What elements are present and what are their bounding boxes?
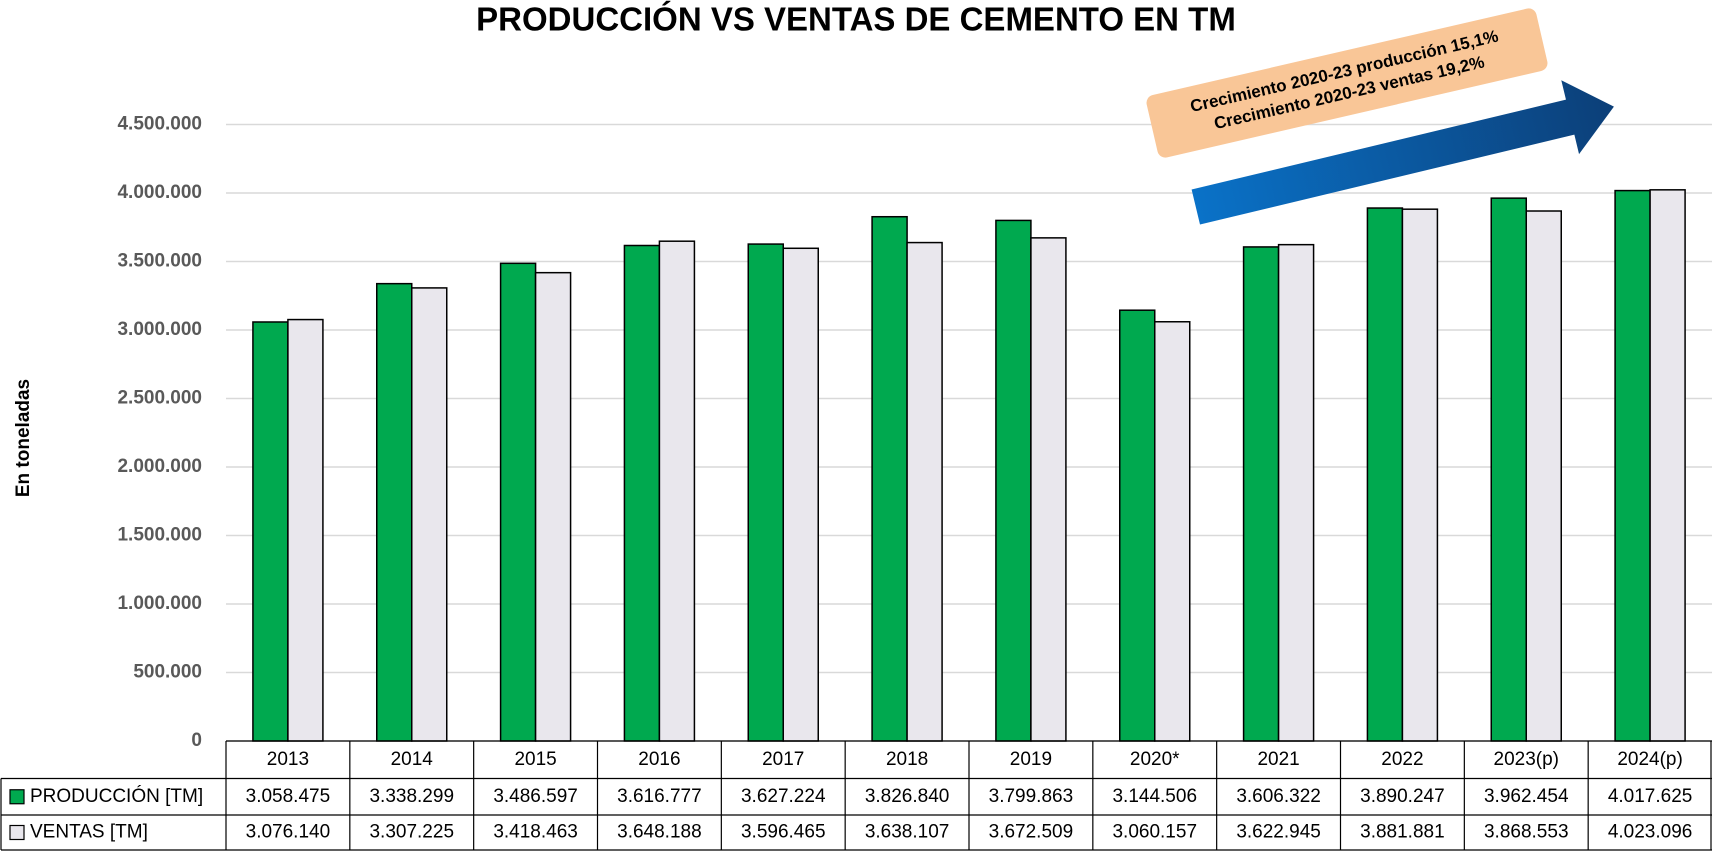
table-value: 3.596.465 <box>741 822 826 843</box>
table-value: 3.648.188 <box>617 822 702 843</box>
bar <box>1277 243 1315 742</box>
bar <box>1119 309 1156 742</box>
legend-label: VENTAS [TM] <box>30 822 148 843</box>
x-tick-label: 2016 <box>638 749 680 770</box>
table-value: 3.799.863 <box>989 786 1074 807</box>
x-tick-label: 2022 <box>1381 749 1423 770</box>
table-value: 3.307.225 <box>369 822 454 843</box>
bar <box>871 215 908 742</box>
table-value: 3.962.454 <box>1484 786 1569 807</box>
bar <box>1614 189 1651 742</box>
bar <box>1242 246 1280 742</box>
bar <box>906 241 943 742</box>
x-tick-label: 2023(p) <box>1494 749 1560 770</box>
table-value: 3.616.777 <box>617 786 702 807</box>
bar <box>782 247 819 742</box>
table-value: 3.627.224 <box>741 786 826 807</box>
table-value: 3.881.881 <box>1360 822 1445 843</box>
table-value: 3.058.475 <box>246 786 331 807</box>
y-tick-label: 500.000 <box>133 662 202 683</box>
annotation-background <box>1146 8 1548 158</box>
x-tick-label: 2019 <box>1010 749 1052 770</box>
x-tick-label: 2017 <box>762 749 804 770</box>
table-value: 3.338.299 <box>369 786 454 807</box>
table-value: 3.672.509 <box>989 822 1074 843</box>
y-axis-label: En toneladas <box>13 379 34 497</box>
y-tick-label: 3.500.000 <box>117 251 202 272</box>
bar <box>1525 210 1562 742</box>
x-tick-label: 2024(p) <box>1617 749 1683 770</box>
arrow-shape <box>1191 80 1614 225</box>
y-tick-label: 4.500.000 <box>117 114 202 135</box>
x-tick-label: 2020* <box>1130 749 1180 770</box>
bar <box>411 287 448 742</box>
legend-key <box>9 824 25 841</box>
bar <box>1366 207 1404 742</box>
table-value: 3.826.840 <box>865 786 950 807</box>
table-value: 3.144.506 <box>1112 786 1197 807</box>
x-tick-label: 2018 <box>886 749 928 770</box>
legend-key <box>9 789 25 805</box>
bar <box>995 219 1032 742</box>
x-tick-label: 2013 <box>267 749 309 770</box>
table-value: 3.418.463 <box>493 822 578 843</box>
table-value: 3.638.107 <box>865 822 950 843</box>
x-tick-label: 2014 <box>391 749 434 770</box>
bar <box>1401 208 1439 742</box>
table-value: 3.606.322 <box>1236 786 1321 807</box>
x-tick-label: 2021 <box>1257 749 1299 770</box>
bar <box>658 240 696 742</box>
table-value: 3.868.553 <box>1484 822 1569 843</box>
table-value: 3.890.247 <box>1360 786 1445 807</box>
y-tick-label: 1.000.000 <box>117 593 202 614</box>
bar <box>252 321 289 742</box>
bar <box>1154 321 1191 742</box>
bar <box>1490 197 1527 742</box>
bar <box>1649 189 1686 742</box>
table-value: 3.486.597 <box>493 786 578 807</box>
y-tick-label: 3.000.000 <box>117 319 202 340</box>
legend-label: PRODUCCIÓN [TM] <box>30 785 203 807</box>
table-value: 3.060.157 <box>1112 822 1197 843</box>
table-value: 4.023.096 <box>1608 822 1693 843</box>
bar <box>499 262 537 742</box>
bar <box>1030 237 1067 742</box>
y-tick-label: 1.500.000 <box>117 525 202 546</box>
bar <box>376 282 413 742</box>
y-tick-label: 4.000.000 <box>117 182 202 203</box>
bar <box>623 244 661 742</box>
y-tick-label: 2.000.000 <box>117 456 202 477</box>
y-tick-label: 2.500.000 <box>117 388 202 409</box>
bar <box>747 243 784 742</box>
bar <box>287 318 324 742</box>
x-tick-label: 2015 <box>514 749 556 770</box>
bar <box>534 271 572 742</box>
table-value: 4.017.625 <box>1608 786 1693 807</box>
y-tick-label: 0 <box>191 730 202 751</box>
chart-title: PRODUCCIÓN VS VENTAS DE CEMENTO EN TM <box>476 1 1236 38</box>
table-value: 3.622.945 <box>1236 822 1321 843</box>
table-value: 3.076.140 <box>246 822 331 843</box>
growth-arrow <box>1191 80 1614 225</box>
